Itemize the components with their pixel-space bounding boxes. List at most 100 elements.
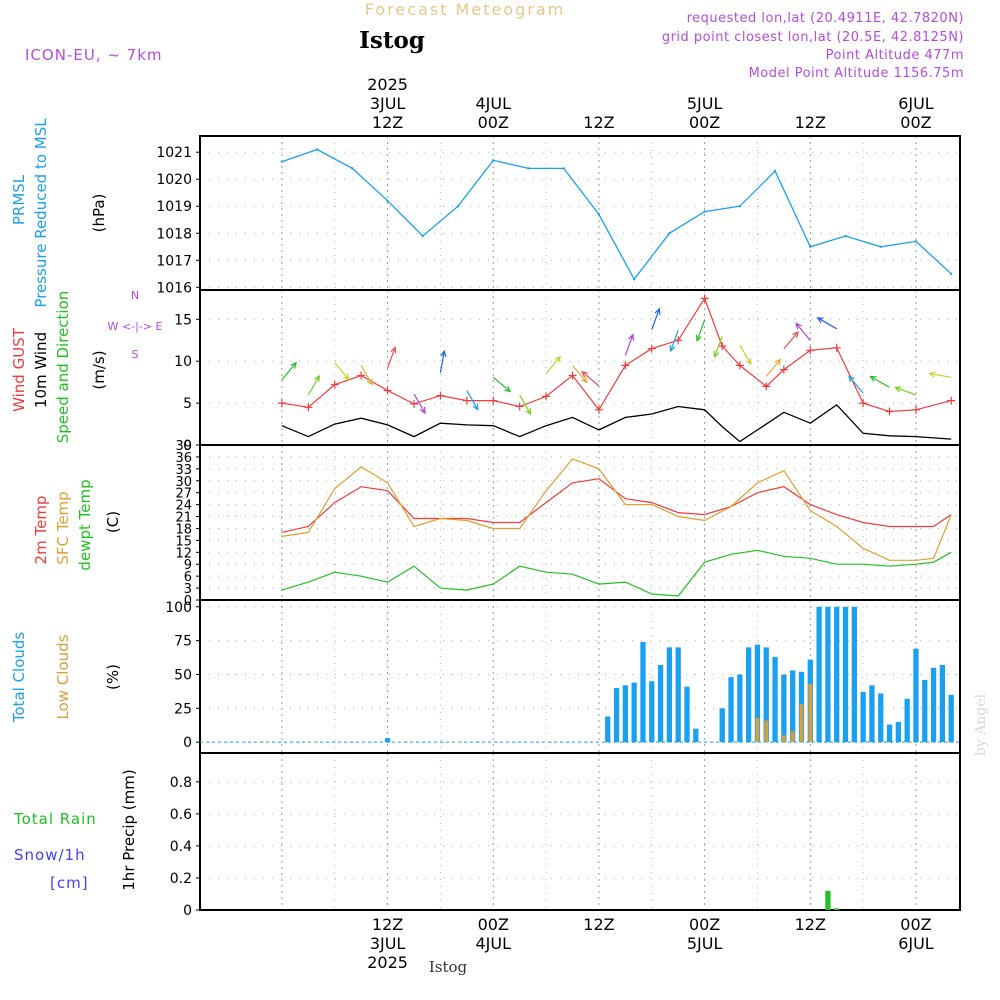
low-clouds-bar (808, 683, 813, 743)
total-clouds-bar (948, 694, 954, 743)
compass-south: S (132, 348, 139, 361)
wind-direction-arrow (307, 375, 320, 396)
y-tick-label: 100 (165, 600, 192, 616)
gust-marker (304, 403, 313, 412)
y-tick-label: 15 (175, 534, 192, 549)
total-clouds-bar (913, 648, 919, 743)
total-clouds-bar (860, 692, 866, 743)
gust-marker (911, 405, 920, 414)
wind-arrowhead (504, 385, 512, 393)
total-clouds-bar (657, 664, 664, 743)
total-clouds-bar (631, 682, 637, 743)
wind-arrowhead (290, 361, 297, 369)
pressure-point (492, 159, 495, 162)
y-tick-label: 15 (174, 312, 192, 328)
snow-unit-label: [cm] (50, 874, 89, 892)
gust-marker (462, 396, 471, 405)
wind-arrowhead (695, 334, 702, 342)
wind-arrowhead (795, 322, 802, 330)
wind-direction-arrow (895, 386, 917, 396)
y-axis-label: dewpt Temp (76, 479, 94, 570)
gust-marker (779, 365, 788, 374)
total-clouds-bar (746, 647, 752, 743)
panel-3: 0 25 50 75 100 (165, 599, 961, 754)
panel-frame (199, 752, 961, 911)
gust-marker (735, 361, 744, 370)
wind-direction-arrow (466, 390, 479, 410)
total-clouds-bar (605, 716, 611, 743)
bottom-time-label: 2025 (367, 953, 408, 972)
wind-arrowhead (669, 344, 676, 353)
y-tick-label: 5 (183, 396, 192, 412)
top-time-label: 12Z (795, 113, 826, 132)
y-tick-label: 0.8 (170, 775, 192, 791)
y-axis-label: (m/s) (90, 350, 108, 389)
bottom-time-label: 12Z (795, 915, 826, 934)
wind-arrowhead (745, 358, 752, 366)
total-clouds-bar (613, 688, 620, 743)
gust-marker (832, 343, 841, 352)
total-clouds-bar (666, 647, 673, 743)
y-tick-label: 0.4 (170, 839, 192, 855)
wind-direction-arrow (545, 356, 561, 374)
wind-direction-arrow (929, 372, 952, 378)
low-clouds-bar (799, 704, 804, 743)
y-axis-label: (C) (104, 511, 122, 533)
compass-north: N (131, 289, 139, 302)
panel-frame (199, 135, 961, 291)
wind-arrowhead (654, 307, 661, 315)
gust-marker (762, 382, 771, 391)
total-clouds-bar (763, 647, 769, 743)
wind-arrowhead (390, 346, 397, 354)
pressure-point (597, 213, 601, 216)
pressure-point (738, 205, 742, 208)
total-clouds-bar (737, 674, 743, 743)
pressure-point (844, 234, 847, 238)
y-axis-label: SFC Temp (54, 491, 72, 564)
top-time-label: 5JUL (687, 94, 723, 113)
gust-marker (700, 294, 709, 303)
y-tick-label: 27 (175, 487, 192, 502)
wind-arrowhead (893, 386, 902, 393)
gust-marker (594, 405, 603, 414)
y-axis-label: 2m Temp (32, 496, 50, 565)
y-tick-label: 30 (175, 475, 192, 490)
y-tick-label: 24 (175, 499, 192, 514)
total-clouds-bar (930, 667, 937, 743)
y-tick-label: 0.2 (170, 871, 192, 887)
total-clouds-bar (684, 686, 690, 743)
wind-direction-arrow (848, 375, 864, 394)
total-clouds-bar (842, 606, 849, 743)
pressure-line (281, 148, 952, 281)
y-axis-label: Pressure Reduced to MSL (32, 118, 50, 308)
wind-direction-arrow (670, 330, 679, 352)
y-tick-label: 21 (175, 511, 192, 526)
total-clouds-bar (886, 724, 893, 743)
top-time-label: 12Z (372, 113, 403, 132)
top-time-label: 12Z (583, 113, 614, 132)
total-clouds-bar (895, 721, 901, 743)
watermark: by Angel (973, 693, 989, 756)
snow-label: Snow/1h (14, 846, 86, 864)
wind-direction-arrow (817, 317, 838, 330)
wind-arrowhead (366, 378, 373, 386)
y-axis-label: PRMSL (10, 174, 28, 225)
wind-arrowhead (419, 406, 426, 415)
grid-point-coords: grid point closest lon,lat (20.5E, 42.81… (662, 30, 964, 45)
wind-arrowhead (580, 376, 588, 384)
y-tick-label: 10 (174, 354, 192, 370)
total-clouds-bar (640, 641, 646, 743)
wind-arrowhead (440, 349, 447, 358)
top-time-label: 00Z (478, 113, 509, 132)
y-tick-label: 18 (175, 522, 192, 537)
gust-marker (383, 386, 392, 395)
wind-direction-arrow (765, 359, 781, 377)
gust-marker (885, 407, 894, 416)
panel-1: 0 5 10 15 (174, 289, 961, 454)
gust-marker (489, 396, 498, 405)
chart-title: Forecast Meteogram (365, 0, 565, 19)
gust-marker (647, 344, 656, 353)
y-axis-label: 10m Wind (32, 332, 50, 408)
